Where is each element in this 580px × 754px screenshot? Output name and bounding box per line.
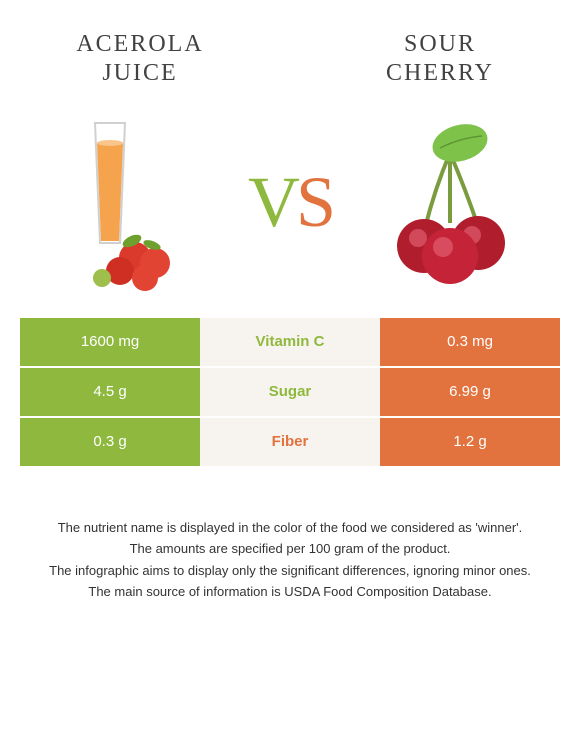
header: ACEROLA JUICE SOUR CHERRY — [0, 0, 580, 98]
nutrient-label: Sugar — [200, 368, 380, 416]
left-title: ACEROLA JUICE — [50, 30, 230, 88]
left-value: 1600 mg — [20, 318, 200, 366]
footnote-line: The main source of information is USDA F… — [30, 582, 550, 602]
nutrient-label: Vitamin C — [200, 318, 380, 366]
right-title-line2: CHERRY — [386, 60, 494, 86]
vs-v: V — [248, 162, 296, 242]
sour-cherry-icon — [380, 118, 520, 288]
vs-s: S — [296, 162, 332, 242]
vs-label: VS — [248, 161, 332, 244]
images-row: VS — [0, 98, 580, 318]
comparison-table: 1600 mgVitamin C0.3 mg4.5 gSugar6.99 g0.… — [0, 318, 580, 466]
right-title-line1: SOUR — [404, 31, 476, 57]
table-row: 0.3 gFiber1.2 g — [20, 418, 560, 466]
left-title-line2: JUICE — [102, 60, 177, 86]
nutrient-label: Fiber — [200, 418, 380, 466]
right-value: 0.3 mg — [380, 318, 560, 366]
table-row: 1600 mgVitamin C0.3 mg — [20, 318, 560, 366]
left-title-line1: ACEROLA — [76, 31, 203, 57]
right-value: 1.2 g — [380, 418, 560, 466]
footnote-line: The nutrient name is displayed in the co… — [30, 518, 550, 538]
left-value: 0.3 g — [20, 418, 200, 466]
left-image — [50, 113, 210, 293]
right-value: 6.99 g — [380, 368, 560, 416]
right-title: SOUR CHERRY — [350, 30, 530, 88]
left-value: 4.5 g — [20, 368, 200, 416]
acerola-juice-icon — [60, 113, 200, 293]
footnote-line: The infographic aims to display only the… — [30, 561, 550, 581]
footnotes: The nutrient name is displayed in the co… — [0, 468, 580, 624]
right-image — [370, 113, 530, 293]
footnote-line: The amounts are specified per 100 gram o… — [30, 539, 550, 559]
table-row: 4.5 gSugar6.99 g — [20, 368, 560, 416]
